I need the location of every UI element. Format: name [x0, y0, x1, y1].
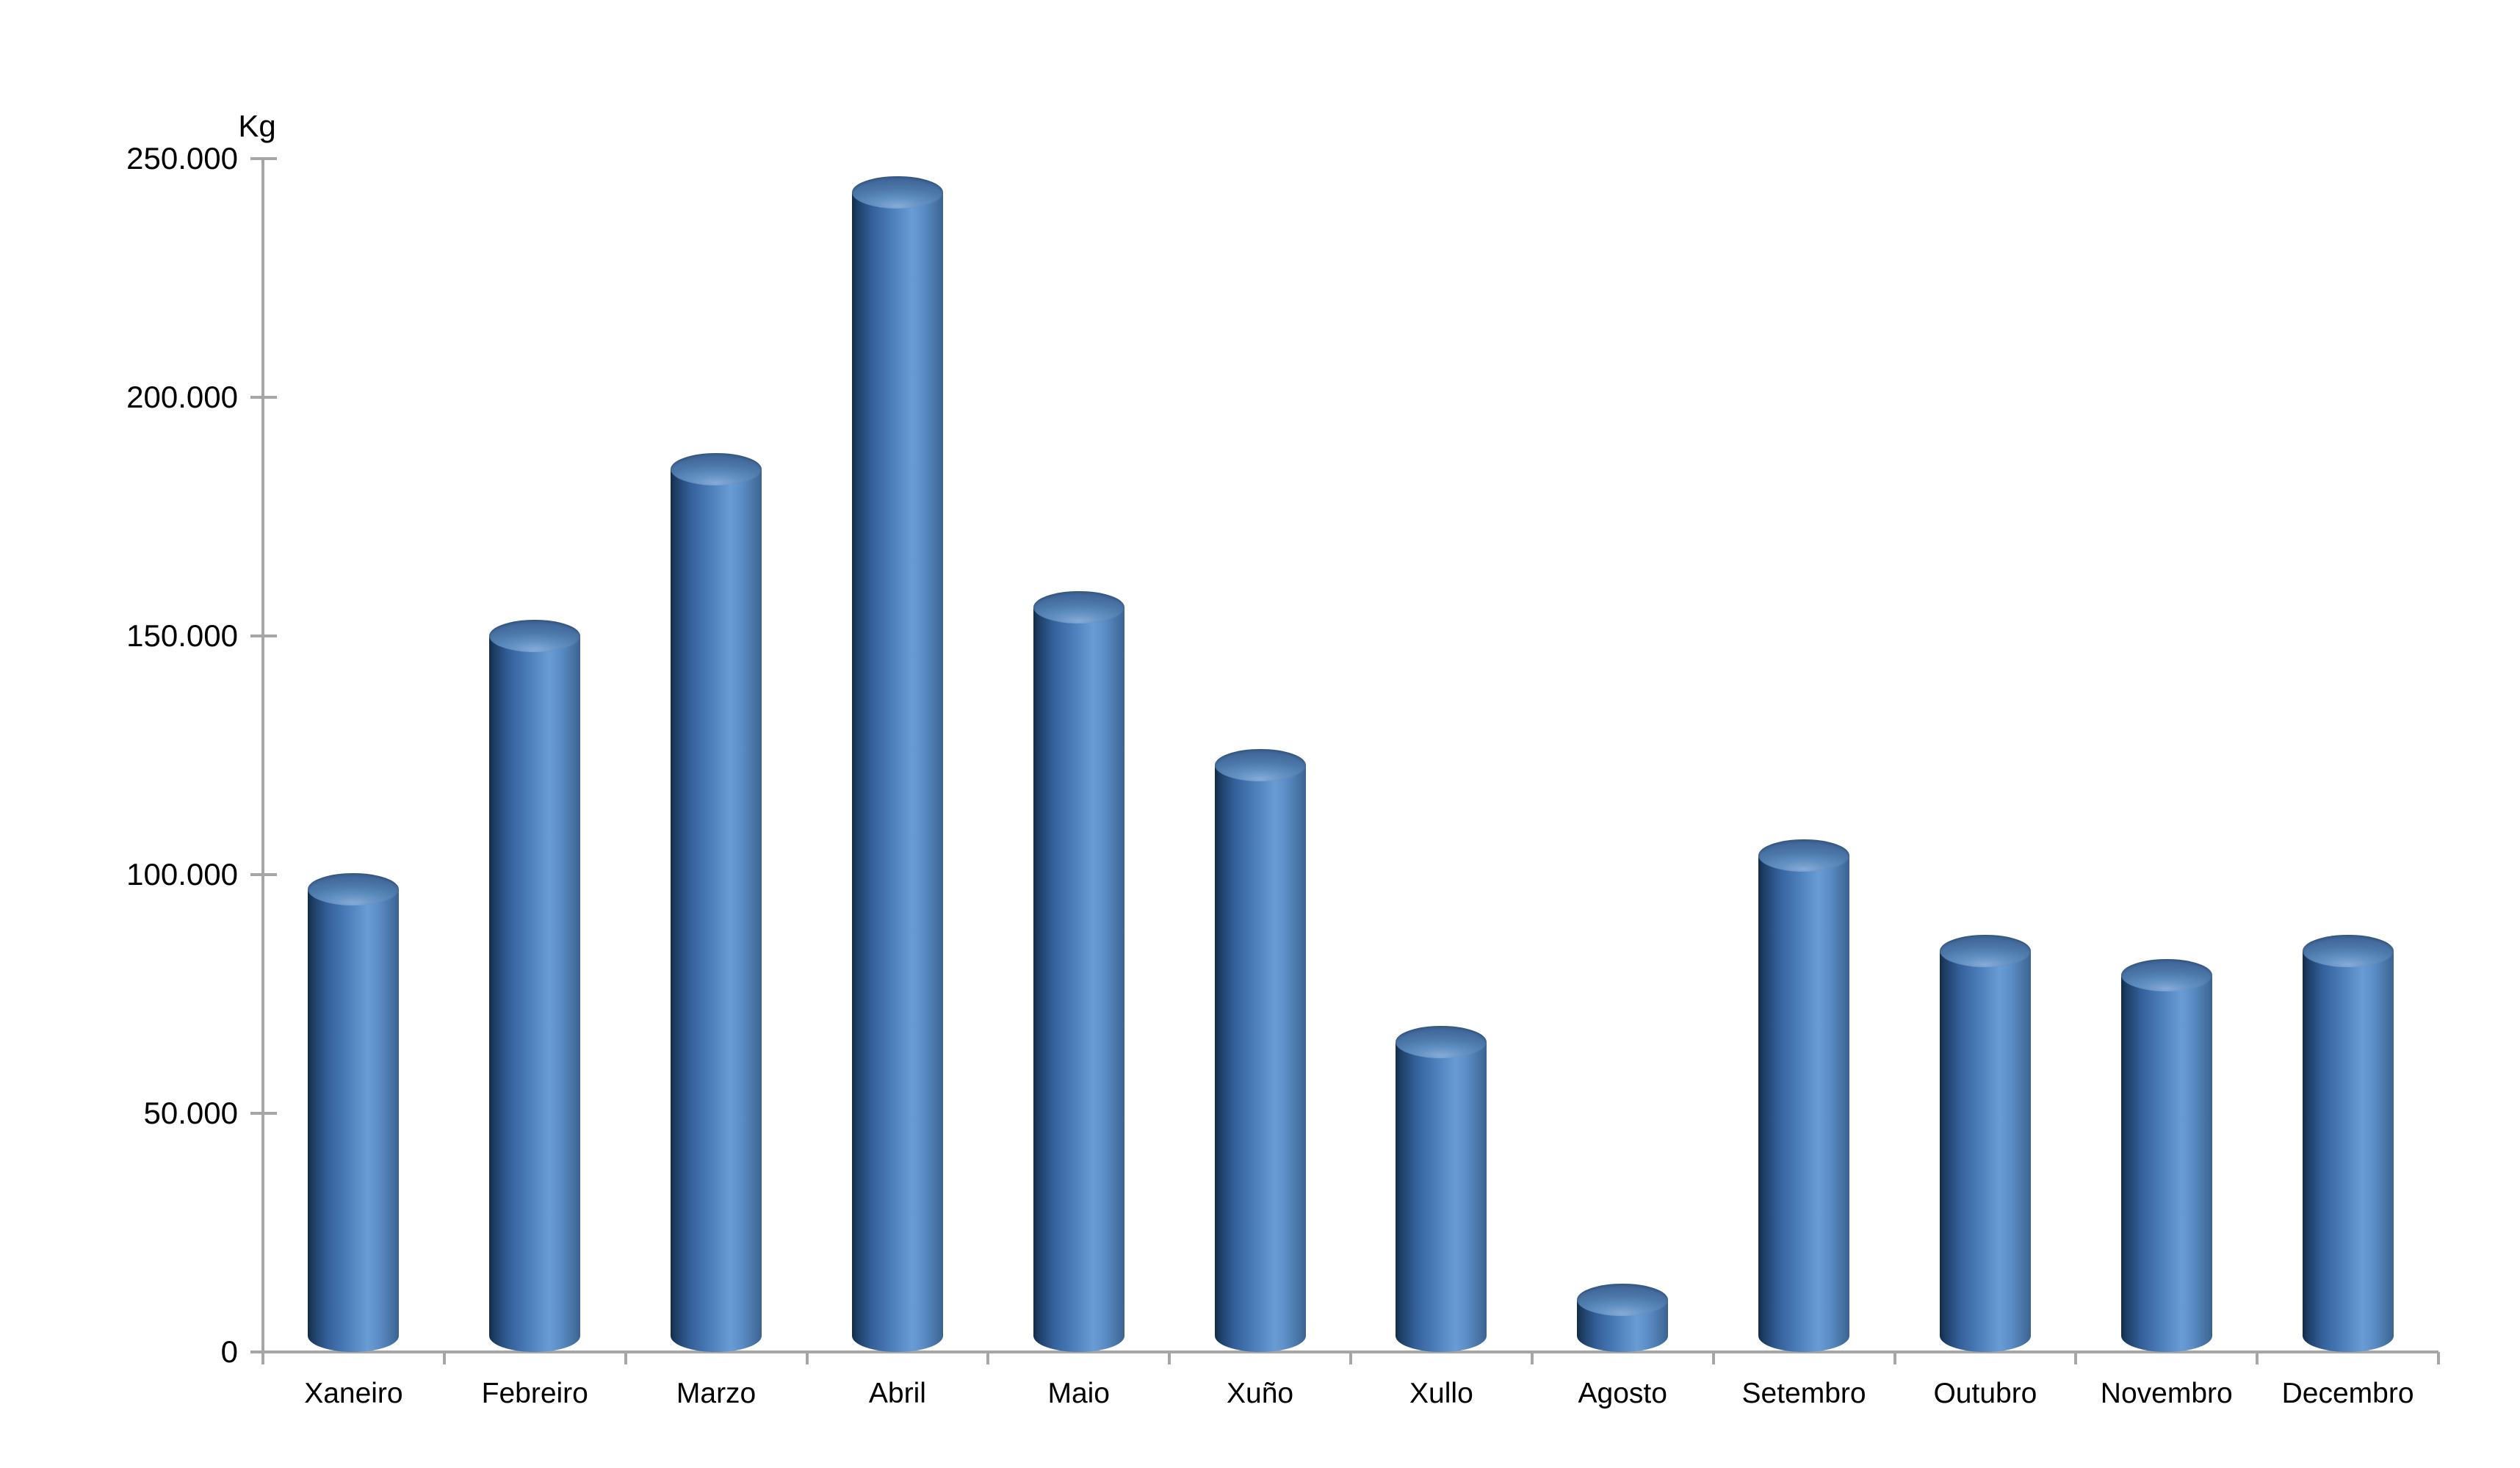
bar-novembro [2120, 975, 2212, 1352]
x-tick-mark [986, 1352, 990, 1364]
x-label-marzo: Marzo [676, 1378, 757, 1409]
bar-decembro [2302, 951, 2394, 1352]
x-label-abril: Abril [868, 1378, 926, 1409]
bar-xaneiro [308, 889, 400, 1352]
bar-top-setembro [1758, 839, 1850, 872]
x-label-xuño: Xuño [1227, 1378, 1294, 1409]
x-tick-mark [1530, 1352, 1534, 1364]
bar-xuño [1214, 764, 1306, 1352]
x-tick-mark [2437, 1352, 2440, 1364]
x-tick-mark [624, 1352, 627, 1364]
y-tick-mark [250, 634, 277, 637]
y-tick-label: 250.000 [126, 141, 238, 176]
y-tick-mark [250, 396, 277, 399]
x-label-agosto: Agosto [1578, 1378, 1667, 1409]
bar-top-abril [851, 176, 943, 209]
x-tick-mark [261, 1352, 264, 1364]
x-tick-mark [1893, 1352, 1896, 1364]
y-tick-label: 150.000 [126, 618, 238, 653]
bar-top-decembro [2302, 935, 2394, 967]
y-tick-mark [250, 157, 277, 160]
x-tick-mark [2256, 1352, 2259, 1364]
x-label-setembro: Setembro [1741, 1378, 1866, 1409]
x-label-xaneiro: Xaneiro [304, 1378, 403, 1409]
y-tick-mark [250, 873, 277, 876]
y-tick-label: 100.000 [126, 857, 238, 892]
x-label-decembro: Decembro [2281, 1378, 2414, 1409]
x-tick-mark [1349, 1352, 1352, 1364]
y-tick-label: 200.000 [126, 380, 238, 414]
x-tick-mark [442, 1352, 446, 1364]
x-label-outubro: Outubro [1933, 1378, 2037, 1409]
bar-top-outubro [1939, 935, 2031, 967]
bar-setembro [1758, 856, 1850, 1352]
x-label-maio: Maio [1047, 1378, 1111, 1409]
x-label-febreiro: Febreiro [481, 1378, 588, 1409]
y-axis-line [261, 157, 264, 1353]
y-tick-label: 50.000 [143, 1096, 238, 1130]
bar-xullo [1396, 1041, 1487, 1352]
bar-marzo [671, 469, 762, 1352]
y-axis-unit-label: Kg [238, 109, 276, 143]
x-tick-mark [2074, 1352, 2078, 1364]
bar-top-xuño [1214, 748, 1306, 781]
bar-outubro [1939, 951, 2031, 1352]
y-tick-mark [250, 1112, 277, 1115]
x-label-xullo: Xullo [1409, 1378, 1473, 1409]
bar-top-febreiro [489, 620, 581, 652]
bar-top-maio [1033, 591, 1124, 623]
x-tick-mark [1711, 1352, 1715, 1364]
bar-top-xaneiro [308, 872, 400, 905]
x-tick-mark [805, 1352, 809, 1364]
bar-top-xullo [1396, 1025, 1487, 1058]
bar-febreiro [489, 636, 581, 1352]
y-tick-label: 0 [220, 1334, 238, 1369]
bar-top-novembro [2120, 958, 2212, 991]
bar-maio [1033, 607, 1124, 1352]
bar-top-agosto [1577, 1283, 1669, 1316]
x-label-novembro: Novembro [2100, 1378, 2233, 1409]
bar-abril [851, 192, 943, 1352]
x-tick-mark [1168, 1352, 1171, 1364]
bar-top-marzo [671, 452, 762, 485]
